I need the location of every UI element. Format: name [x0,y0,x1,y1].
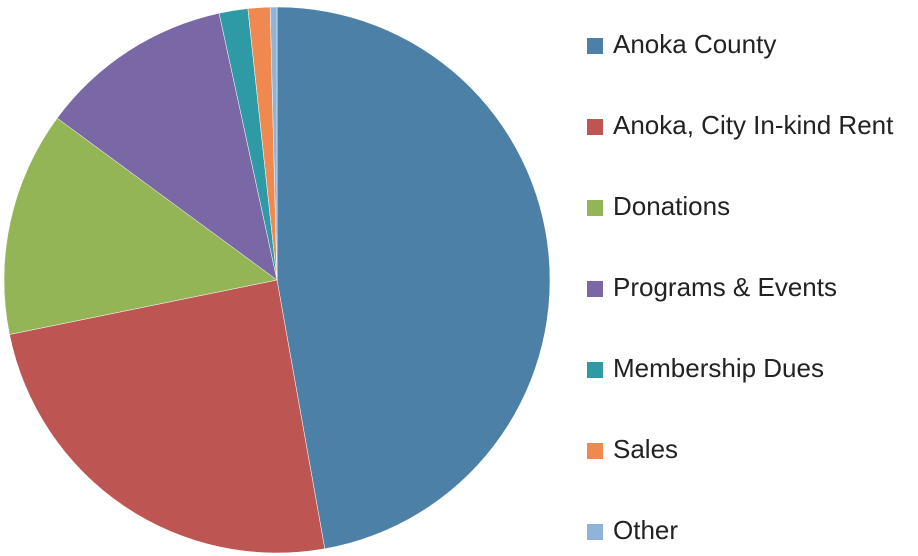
legend-label: Anoka, City In-kind Rent [613,110,894,140]
legend-swatch [587,119,603,135]
legend-swatch [587,200,603,216]
pie-slice [269,6,278,281]
legend-label: Membership Dues [613,353,824,383]
legend-swatch [587,524,603,540]
pie-slice [56,12,278,281]
legend-swatch [587,281,603,297]
pie-slice [9,279,326,554]
legend-label: Programs & Events [613,272,837,302]
legend-label: Anoka County [613,29,776,59]
pie-slice [276,6,551,550]
legend-swatch [587,443,603,459]
legend-label: Other [613,515,678,545]
legend-label: Donations [613,191,730,221]
pie-slice [3,117,278,335]
legend-swatch [587,38,603,54]
legend-label: Sales [613,434,678,464]
legend-swatch [587,362,603,378]
